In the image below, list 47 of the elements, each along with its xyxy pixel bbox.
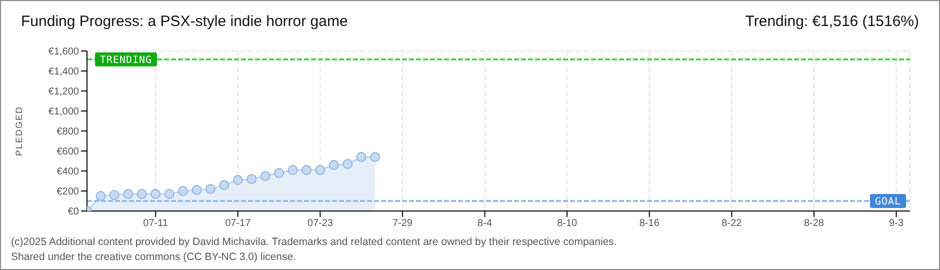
point bbox=[136, 189, 147, 199]
ref-line-label: GOAL bbox=[874, 196, 902, 208]
point bbox=[109, 190, 120, 200]
y-tick-label: €600 bbox=[56, 146, 80, 158]
point bbox=[232, 175, 243, 185]
point bbox=[301, 165, 312, 175]
point bbox=[370, 152, 380, 162]
point bbox=[178, 186, 188, 196]
x-tick-label: 07-17 bbox=[225, 218, 252, 230]
point bbox=[96, 191, 106, 201]
ref-line-label: TRENDING bbox=[100, 54, 152, 66]
x-tick-label: 8-10 bbox=[557, 218, 578, 230]
y-tick-label: €1,000 bbox=[48, 106, 80, 118]
point bbox=[328, 160, 339, 170]
y-axis-title: PLEDGED bbox=[14, 106, 24, 156]
x-tick-label: 8-16 bbox=[639, 218, 660, 230]
point bbox=[315, 165, 326, 175]
x-tick-label: 7-29 bbox=[392, 218, 413, 230]
x-tick-label: 07-11 bbox=[143, 218, 168, 230]
point bbox=[219, 180, 230, 190]
x-tick-label: 8-28 bbox=[804, 218, 824, 230]
point bbox=[288, 165, 298, 175]
text: Shared under the creative commons (CC BY-NC 3.0) license. bbox=[11, 251, 296, 263]
x-tick-label: 9-3 bbox=[889, 218, 904, 230]
chart-subtitle: Trending: €1,516 (1516%) bbox=[745, 13, 919, 30]
point bbox=[205, 184, 216, 194]
chart-title: Funding Progress: a PSX-style indie horror game bbox=[21, 13, 348, 30]
text: (c)2025 Additional content provided by David Michavila. Trademarks and related content are owned by their respective companies. bbox=[11, 236, 617, 248]
y-tick-label: €400 bbox=[56, 166, 80, 178]
y-tick-label: €1,200 bbox=[48, 86, 80, 98]
point bbox=[274, 168, 284, 178]
point bbox=[246, 174, 257, 184]
point bbox=[342, 159, 353, 169]
point bbox=[260, 171, 270, 181]
y-tick-label: €800 bbox=[56, 126, 80, 138]
y-tick-label: €0 bbox=[68, 206, 80, 218]
point bbox=[123, 189, 134, 199]
y-tick-label: €1,600 bbox=[48, 46, 80, 58]
x-tick-label: 8-4 bbox=[478, 218, 492, 230]
point bbox=[164, 189, 174, 199]
point bbox=[356, 152, 366, 162]
y-tick-label: €200 bbox=[56, 186, 80, 198]
point bbox=[150, 189, 161, 199]
x-tick-label: 8-22 bbox=[722, 218, 742, 230]
point bbox=[192, 185, 202, 195]
x-tick-label: 07-23 bbox=[307, 218, 334, 230]
y-tick-label: €1,400 bbox=[48, 66, 80, 78]
